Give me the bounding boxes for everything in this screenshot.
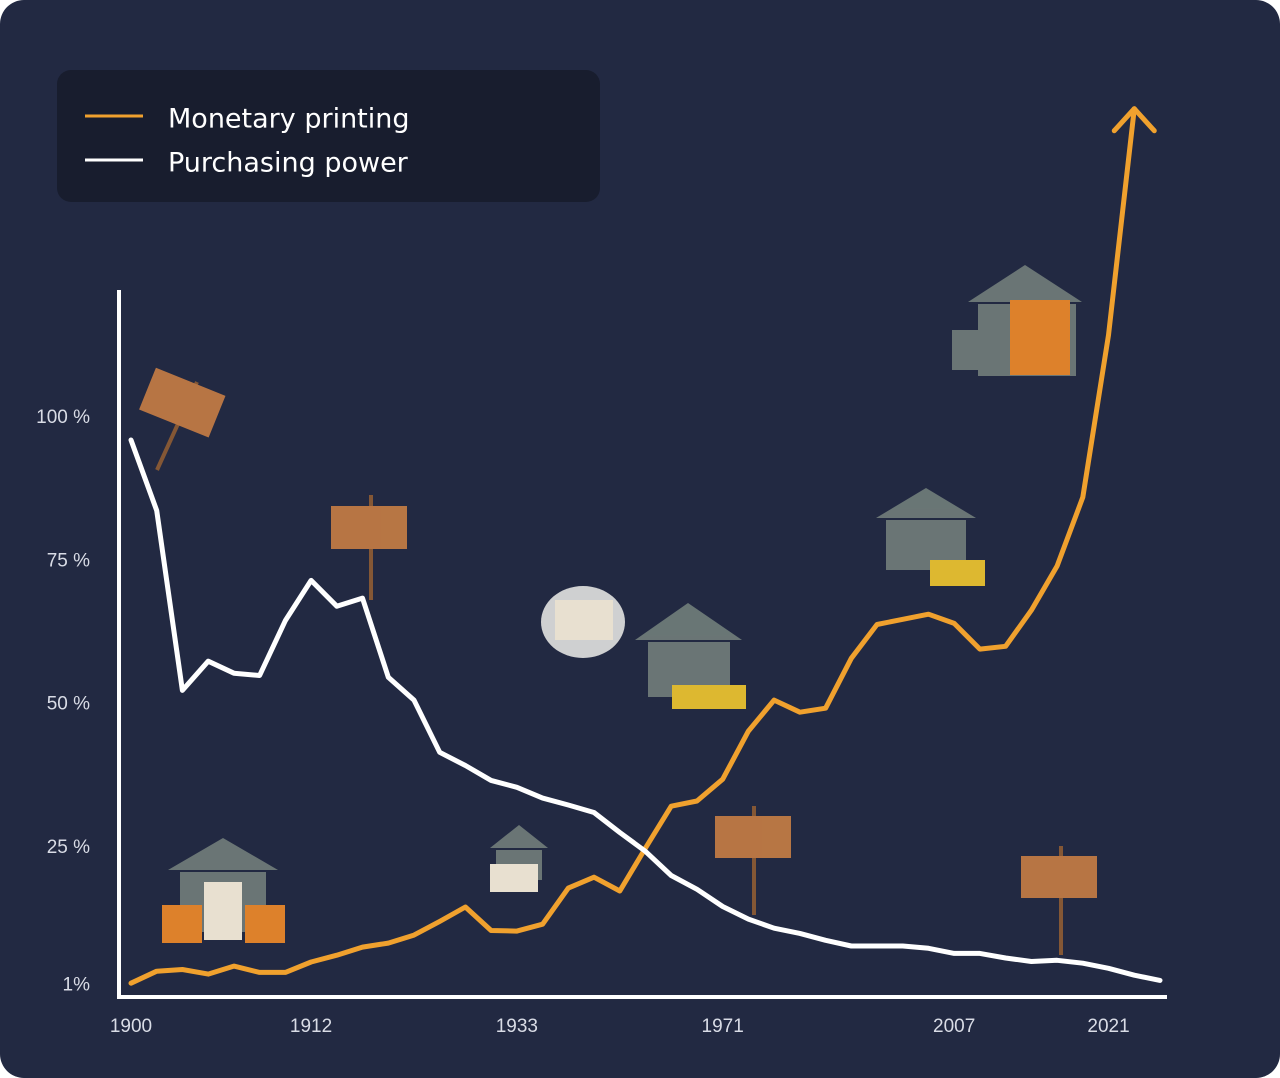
x-tick-label: 1912 [290,1016,332,1037]
legend-box [57,70,600,202]
bank [541,586,746,709]
y-tick-label: 50 % [47,694,90,715]
x-tick-label: 2007 [933,1016,975,1037]
y-tick-label: 1% [63,975,91,996]
arrow-head [1111,106,1157,134]
sign [715,806,791,915]
legend [57,70,600,202]
bank [490,825,548,892]
y-tick-label: 25 % [47,837,90,858]
y-tick-label: 75 % [47,550,90,571]
bank [952,265,1082,376]
x-tick-label: 1971 [702,1016,744,1037]
bank [162,838,285,943]
sign [139,367,226,471]
series-line [128,106,1137,986]
bank [876,488,985,586]
illustrations [139,265,1097,955]
x-tick-label: 1933 [496,1016,538,1037]
legend-label: Monetary printing [168,104,410,135]
legend-label: Purchasing power [168,148,409,179]
x-tick-label: 2021 [1087,1016,1129,1037]
sign [331,495,407,600]
x-tick-label: 1900 [110,1016,152,1037]
series-line [128,437,1163,983]
y-tick-label: 100 % [36,407,90,428]
sign [1021,846,1097,955]
